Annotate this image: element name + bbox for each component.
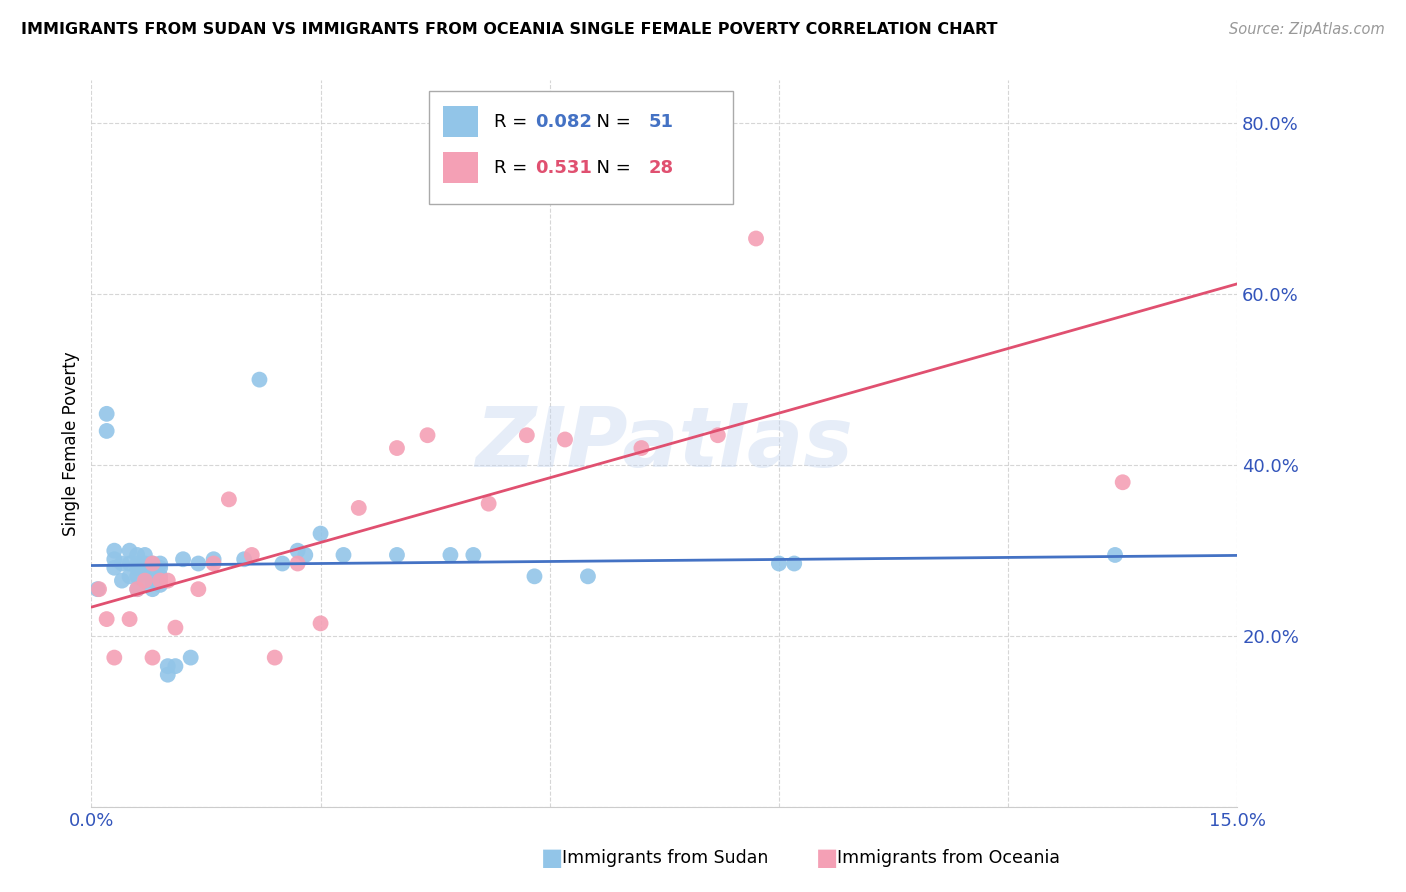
Point — [745, 231, 768, 245]
Point — [149, 557, 172, 571]
Point — [96, 612, 118, 626]
Point — [111, 574, 134, 588]
Point — [165, 621, 187, 635]
Text: Source: ZipAtlas.com: Source: ZipAtlas.com — [1229, 22, 1385, 37]
Point — [156, 667, 179, 681]
Text: IMMIGRANTS FROM SUDAN VS IMMIGRANTS FROM OCEANIA SINGLE FEMALE POVERTY CORRELATI: IMMIGRANTS FROM SUDAN VS IMMIGRANTS FROM… — [21, 22, 998, 37]
Text: ZIPatlas: ZIPatlas — [475, 403, 853, 484]
Point — [141, 574, 163, 588]
Point — [134, 574, 156, 588]
Point — [86, 582, 108, 596]
Point — [783, 557, 806, 571]
Point — [309, 526, 332, 541]
Point — [149, 561, 172, 575]
Text: 0.531: 0.531 — [534, 159, 592, 177]
Point — [141, 650, 163, 665]
Text: Immigrants from Sudan: Immigrants from Sudan — [562, 849, 769, 867]
Text: N =: N = — [585, 159, 637, 177]
Text: ■: ■ — [815, 847, 838, 870]
Point — [202, 552, 225, 566]
Point — [707, 428, 730, 442]
Point — [103, 543, 125, 558]
Y-axis label: Single Female Poverty: Single Female Poverty — [62, 351, 80, 536]
Point — [768, 557, 790, 571]
Text: Immigrants from Oceania: Immigrants from Oceania — [837, 849, 1060, 867]
Point — [287, 543, 309, 558]
Point — [103, 552, 125, 566]
Point — [554, 433, 576, 447]
Point — [134, 548, 156, 562]
Point — [103, 650, 125, 665]
FancyBboxPatch shape — [443, 106, 478, 137]
Point — [118, 543, 141, 558]
Point — [233, 552, 256, 566]
Point — [149, 578, 172, 592]
Point — [294, 548, 316, 562]
Text: 28: 28 — [648, 159, 673, 177]
FancyBboxPatch shape — [443, 153, 478, 183]
Point — [96, 424, 118, 438]
Point — [1104, 548, 1126, 562]
Point — [271, 557, 294, 571]
Point — [134, 574, 156, 588]
Point — [127, 557, 149, 571]
Point — [141, 557, 163, 571]
Point — [180, 650, 202, 665]
Point — [385, 441, 408, 455]
Point — [263, 650, 285, 665]
Point — [134, 557, 156, 571]
Point — [141, 582, 163, 596]
Point — [309, 616, 332, 631]
Point — [630, 441, 652, 455]
Point — [103, 561, 125, 575]
Point — [249, 373, 271, 387]
Text: ■: ■ — [541, 847, 564, 870]
Point — [202, 557, 225, 571]
Text: 51: 51 — [648, 112, 673, 131]
Point — [478, 497, 501, 511]
Point — [134, 561, 156, 575]
Point — [187, 557, 209, 571]
Point — [523, 569, 546, 583]
Point — [463, 548, 485, 562]
Point — [118, 612, 141, 626]
Point — [156, 574, 179, 588]
Point — [187, 582, 209, 596]
Point — [347, 500, 370, 515]
Point — [127, 548, 149, 562]
Point — [218, 492, 240, 507]
Point — [240, 548, 263, 562]
Point — [111, 557, 134, 571]
Text: 0.082: 0.082 — [534, 112, 592, 131]
Point — [118, 569, 141, 583]
Point — [1111, 475, 1133, 490]
Text: N =: N = — [585, 112, 637, 131]
Point — [134, 565, 156, 579]
Point — [385, 548, 408, 562]
Point — [165, 659, 187, 673]
Point — [172, 552, 194, 566]
Point — [332, 548, 354, 562]
Point — [127, 582, 149, 596]
Point — [141, 561, 163, 575]
Point — [127, 582, 149, 596]
Text: R =: R = — [494, 159, 533, 177]
Point — [127, 561, 149, 575]
Point — [416, 428, 439, 442]
Point — [439, 548, 461, 562]
Point — [156, 659, 179, 673]
Point — [96, 407, 118, 421]
Point — [87, 582, 110, 596]
Point — [118, 557, 141, 571]
FancyBboxPatch shape — [429, 91, 733, 204]
Point — [127, 569, 149, 583]
Point — [287, 557, 309, 571]
Text: R =: R = — [494, 112, 533, 131]
Point — [576, 569, 599, 583]
Point — [149, 574, 172, 588]
Point — [516, 428, 538, 442]
Point — [141, 557, 163, 571]
Point — [149, 569, 172, 583]
